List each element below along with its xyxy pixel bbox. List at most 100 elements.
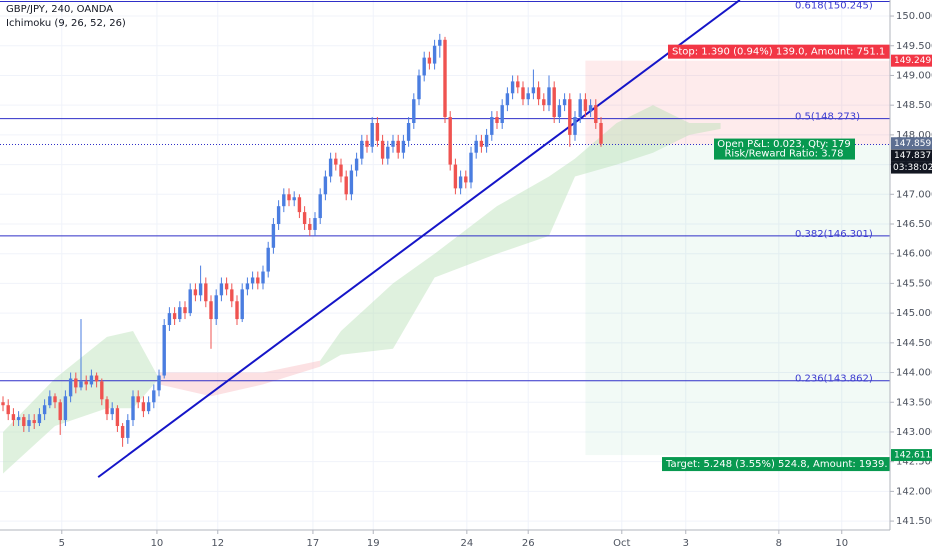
candle-body [1,402,5,406]
candle-body [27,420,31,427]
candle-body [354,158,359,171]
countdown: 03:38:02 [893,163,932,173]
x-tick-label: 24 [460,538,473,549]
pnl-label: Open P&L: 0.023, Qty: 179 [717,139,850,150]
target-label: Target: 5.248 (3.55%) 524.8, Amount: 193… [665,459,888,470]
candle-body [6,405,10,415]
candle-body [562,99,567,106]
candle-body [79,381,83,388]
candle-body [443,39,447,118]
pnl-box [714,138,855,160]
candle-body [84,381,88,385]
plot-area: 0.618(150.245) 0.5(148.273) 0.382(146.301)… [0,0,890,530]
candle-body [63,396,68,421]
candle-body [344,176,348,195]
candle-body [453,164,458,189]
candle-body [313,218,317,230]
candle-body [432,45,437,64]
candle-body [360,140,364,159]
candle-body [126,420,130,438]
y-tick-label: 147.000 [896,189,932,200]
candle-body [370,122,374,147]
candle-body [375,122,380,141]
candle-body [547,87,551,106]
candle-body [131,396,135,421]
candle-body [531,87,536,94]
candle-body [256,277,260,284]
candle-body [172,313,177,320]
x-tick-label: 8 [776,538,782,549]
candle-body [479,140,484,147]
y-tick-label: 146.500 [896,219,932,230]
candle-body [526,93,530,100]
candle-body [521,87,525,100]
candle-body [412,99,416,123]
candle-body [484,134,489,147]
candle-body [495,117,499,123]
y-tick-label: 144.500 [896,338,932,349]
candle-body [152,390,156,403]
candle-body [157,375,161,391]
y-tick-label: 142.500 [896,457,932,468]
candle-body [89,375,94,385]
price-label-box [891,54,932,67]
candle-body [505,93,510,106]
candle-body [578,99,582,118]
candle-body [58,402,62,421]
candle-body [193,289,198,296]
candle-body [308,224,312,230]
candle-body [162,325,166,376]
candle-body [105,399,109,415]
candle-body [178,307,182,320]
candle-body [396,140,400,153]
candle-body [240,289,244,320]
candle-body [302,212,307,225]
trend-line [97,0,741,478]
x-tick-label: 17 [307,538,320,549]
candle-body [188,289,192,314]
candle-body [406,122,411,141]
candle-body [167,313,172,326]
target-zone [585,144,890,456]
candle-body [250,277,255,284]
candle-body [22,417,26,427]
candle-body [334,158,338,165]
target-label-box [662,457,890,472]
fib-label: 0.382(146.301) [795,229,873,240]
stop-label: Stop: 1.390 (0.94%) 139.0, Amount: 751.1 [672,47,885,58]
candle-body [120,426,125,438]
x-tick-label: 26 [522,538,535,549]
y-tick-label: 144.000 [896,368,932,379]
candle-body [542,99,546,106]
x-tick-label: Oct [613,538,630,549]
y-tick-label: 148.500 [896,100,932,111]
candle-body [318,194,322,219]
candle-body [438,39,442,46]
candle-body [391,140,395,147]
x-tick-label: 12 [211,538,224,549]
candle-body [94,375,99,382]
axes: 141.500 142.000 142.500 143.000 143.500 144.0… [59,11,932,549]
countdown-box [891,161,932,174]
x-tick-label: 10 [835,538,848,549]
candle-body [204,283,208,302]
candle-body [594,105,598,123]
candle-body [573,117,577,135]
price-label-box [891,149,932,162]
y-tick-label: 145.500 [896,278,932,289]
y-tick-label: 145.000 [896,308,932,319]
y-tick-label: 149.000 [896,70,932,81]
fib-label: 0.5(148.273) [795,112,860,123]
candle-body [230,289,234,302]
price-label: 147.837 [894,151,931,161]
y-tick-label: 142.000 [896,486,932,497]
y-tick-label: 143.500 [896,397,932,408]
candle-body [536,87,541,100]
candle-body [271,224,276,248]
candle-body [48,396,52,406]
x-tick-label: 10 [151,538,164,549]
price-label: 142.611 [894,451,931,461]
candle-body [458,176,463,189]
rr-label: Risk/Reward Ratio: 3.78 [724,149,843,160]
candle-body [386,146,390,159]
